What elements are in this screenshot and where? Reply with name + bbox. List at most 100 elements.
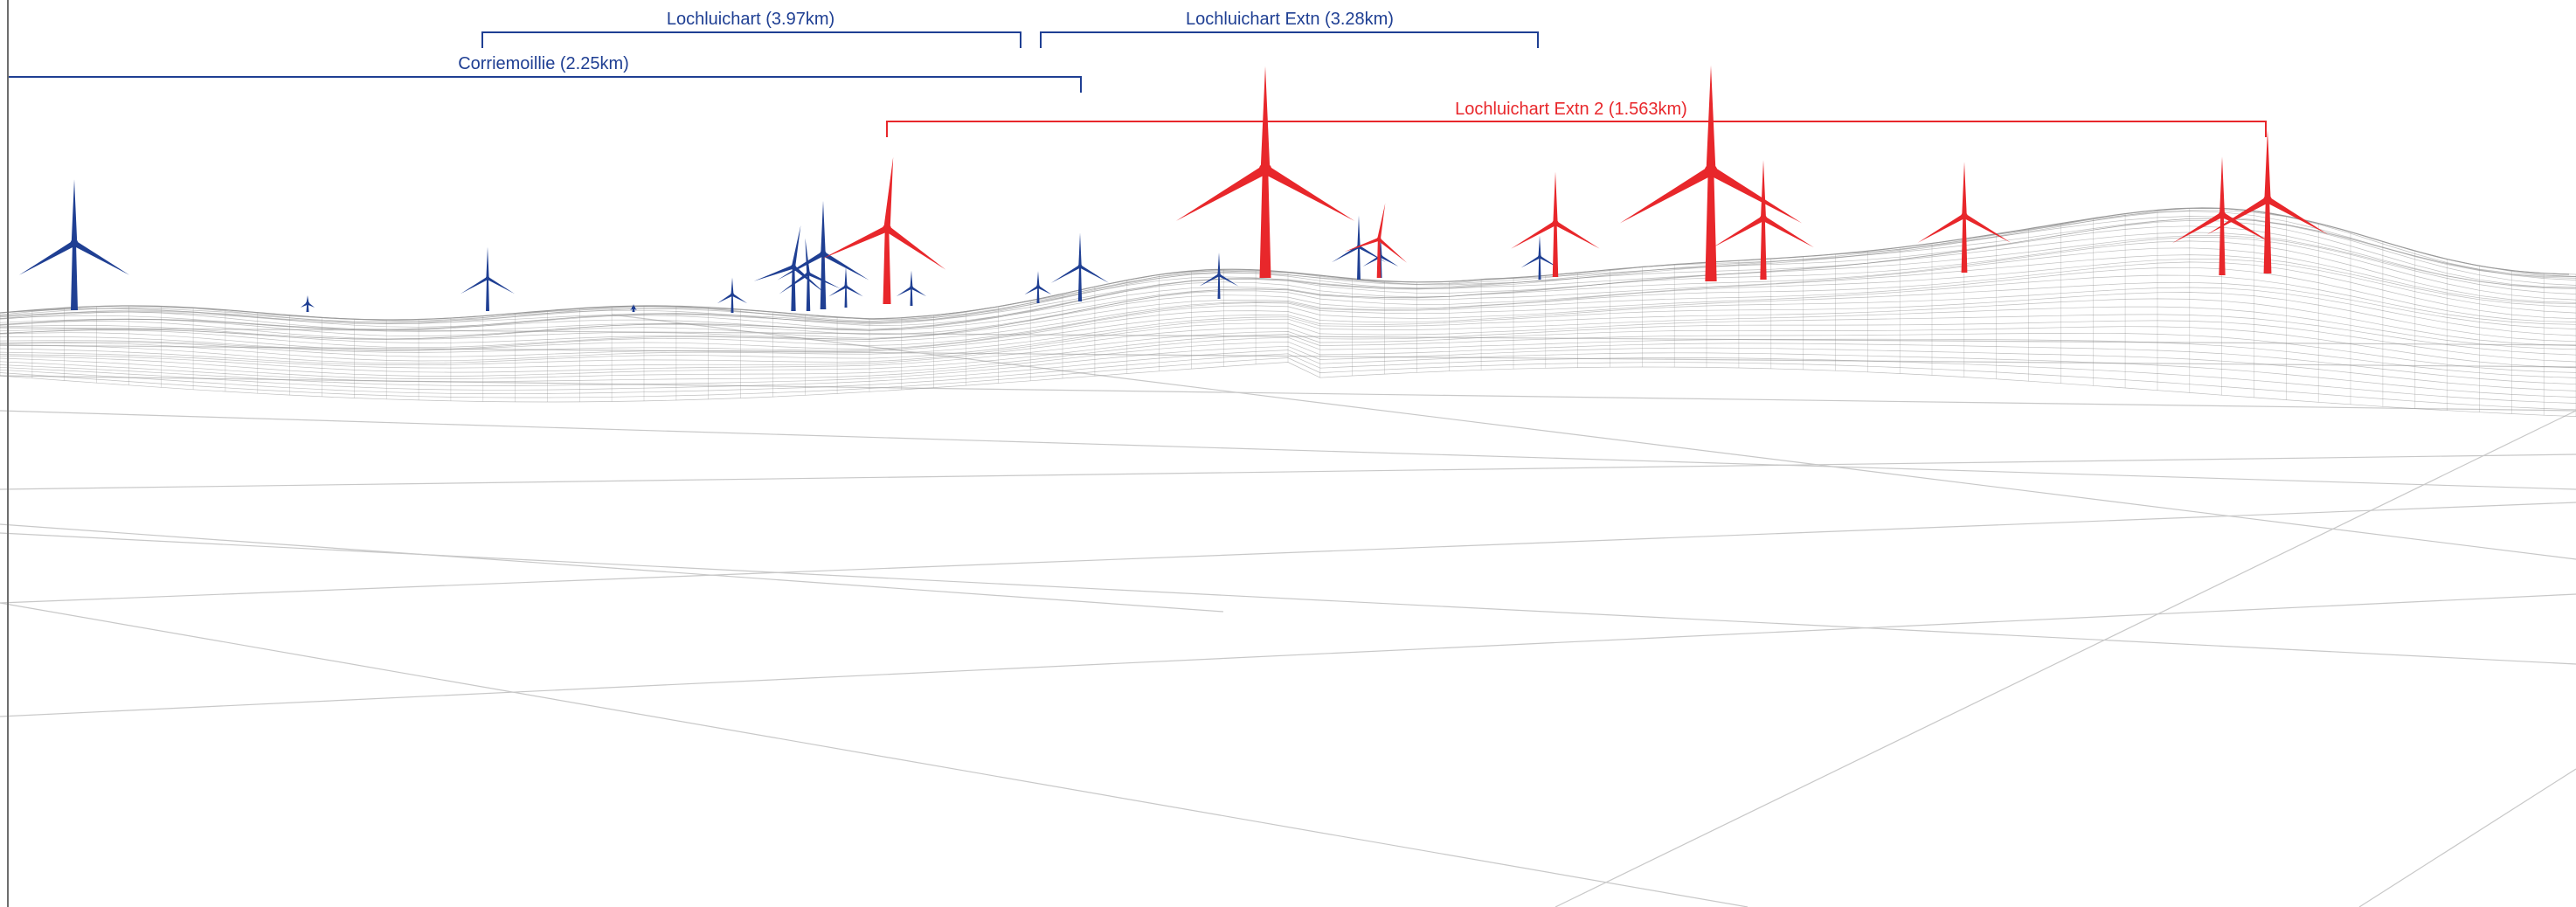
- turbine-blade: [1377, 203, 1386, 240]
- label-lochluichart: Lochluichart (3.97km): [666, 10, 835, 29]
- turbine-blade: [821, 225, 889, 260]
- turbine-blade: [1362, 255, 1381, 267]
- existing-turbine: [777, 200, 869, 309]
- turbine-tower: [1357, 246, 1361, 280]
- terrain-contour-line: [0, 345, 2576, 391]
- ground-grid-line: [0, 593, 2576, 717]
- turbine-blade: [1344, 238, 1380, 253]
- turbine-tower: [70, 243, 79, 310]
- bracket-lochluichart-extn-2: [886, 121, 2267, 137]
- turbine-hub: [1552, 219, 1559, 226]
- turbine-blade: [1713, 216, 1765, 248]
- turbine-blade: [1762, 216, 1814, 248]
- turbine-blade: [911, 286, 927, 297]
- turbine-tower: [1217, 274, 1221, 299]
- ground-grid-line: [611, 314, 2576, 560]
- turbine-tower: [486, 278, 489, 311]
- turbine-blade: [460, 276, 488, 294]
- turbine-hub: [485, 276, 490, 280]
- proposed-turbine: [1713, 160, 1814, 280]
- terrain-contour-line: [0, 281, 2576, 351]
- terrain-contour-line: [0, 353, 2576, 404]
- ground-grid-line: [0, 602, 1748, 907]
- turbine-blade: [1962, 162, 1967, 216]
- terrain-contour-line: [0, 218, 2576, 323]
- turbine-blade: [1917, 213, 1966, 243]
- proposed-turbine: [821, 156, 946, 304]
- turbine-blade: [1619, 166, 1714, 224]
- turbine-blade: [1520, 255, 1541, 268]
- ground-grid-line: [1555, 410, 2576, 907]
- turbine-blade: [1380, 255, 1399, 267]
- terrain-contour-line: [0, 350, 2576, 398]
- turbine-hub: [731, 293, 734, 297]
- turbine-blade: [1037, 285, 1052, 295]
- turbine-blade: [1175, 165, 1268, 221]
- turbine-group: [18, 65, 2329, 313]
- turbine-blade: [1553, 171, 1558, 224]
- ground-grid-line: [0, 454, 2576, 490]
- turbine-hub: [632, 306, 635, 310]
- turbine-blade: [779, 272, 810, 294]
- terrain-contour-line: [0, 341, 2576, 385]
- ground-grid-line: [0, 410, 2576, 490]
- existing-turbine: [717, 277, 748, 313]
- terrain-contour-line: [0, 292, 2576, 357]
- existing-turbine: [460, 246, 516, 311]
- proposed-turbine: [1511, 171, 1600, 277]
- turbine-blade: [1357, 215, 1361, 247]
- turbine-tower: [1552, 223, 1559, 277]
- turbine-tower: [2219, 214, 2226, 275]
- turbine-blade: [486, 246, 489, 279]
- turbine-hub: [1077, 264, 1083, 269]
- existing-turbine: [1024, 271, 1052, 303]
- turbine-hub: [791, 264, 796, 270]
- turbine-blade: [845, 285, 863, 297]
- turbine-blade: [731, 277, 734, 295]
- turbine-hub: [1258, 163, 1272, 176]
- turbine-blade: [1760, 160, 1767, 218]
- proposed-turbine: [1344, 203, 1408, 278]
- turbine-blade: [821, 251, 869, 280]
- ground-grid-line: [2358, 768, 2576, 907]
- proposed-turbine: [1175, 66, 1355, 278]
- turbine-blade: [896, 286, 912, 297]
- label-corriemoillie: Corriemoillie (2.25km): [458, 54, 629, 73]
- terrain-contour-line: [0, 357, 2576, 411]
- terrain-contour-line: [0, 274, 2576, 350]
- turbine-hub: [306, 301, 309, 306]
- turbine-blade: [1963, 213, 2012, 243]
- turbine-hub: [910, 286, 913, 290]
- turbine-tower: [1376, 239, 1381, 278]
- turbine-hub: [1961, 212, 1968, 219]
- turbine-hub: [883, 224, 891, 233]
- existing-turbine: [18, 179, 130, 310]
- turbine-blade: [1050, 265, 1081, 283]
- existing-turbine: [779, 238, 841, 311]
- turbine-tower: [1705, 170, 1717, 281]
- terrain-contour-line: [0, 326, 2576, 373]
- turbine-blade: [821, 200, 826, 254]
- turbine-blade: [1024, 285, 1039, 295]
- bracket-lochluichart-extn: [1040, 31, 1539, 48]
- turbine-hub: [70, 239, 79, 247]
- turbine-blade: [777, 251, 825, 280]
- windfarm-brackets: [7, 31, 2267, 137]
- terrain-contour-line: [0, 332, 2576, 377]
- ground-grid: [0, 314, 2576, 907]
- turbine-hub: [820, 250, 827, 257]
- turbine-blade: [487, 276, 516, 294]
- turbine-tower: [1538, 257, 1541, 280]
- turbine-blade: [805, 238, 810, 274]
- turbine-tower: [791, 267, 796, 311]
- turbine-blade: [2206, 197, 2269, 235]
- terrain-contour-line: [0, 258, 2576, 340]
- turbine-hub: [806, 271, 811, 276]
- turbine-blade: [1554, 220, 1600, 249]
- turbine-blade: [1263, 165, 1355, 221]
- terrain-contour-line: [0, 336, 2576, 379]
- turbine-blade: [1199, 273, 1220, 287]
- turbine-blade: [1218, 273, 1239, 287]
